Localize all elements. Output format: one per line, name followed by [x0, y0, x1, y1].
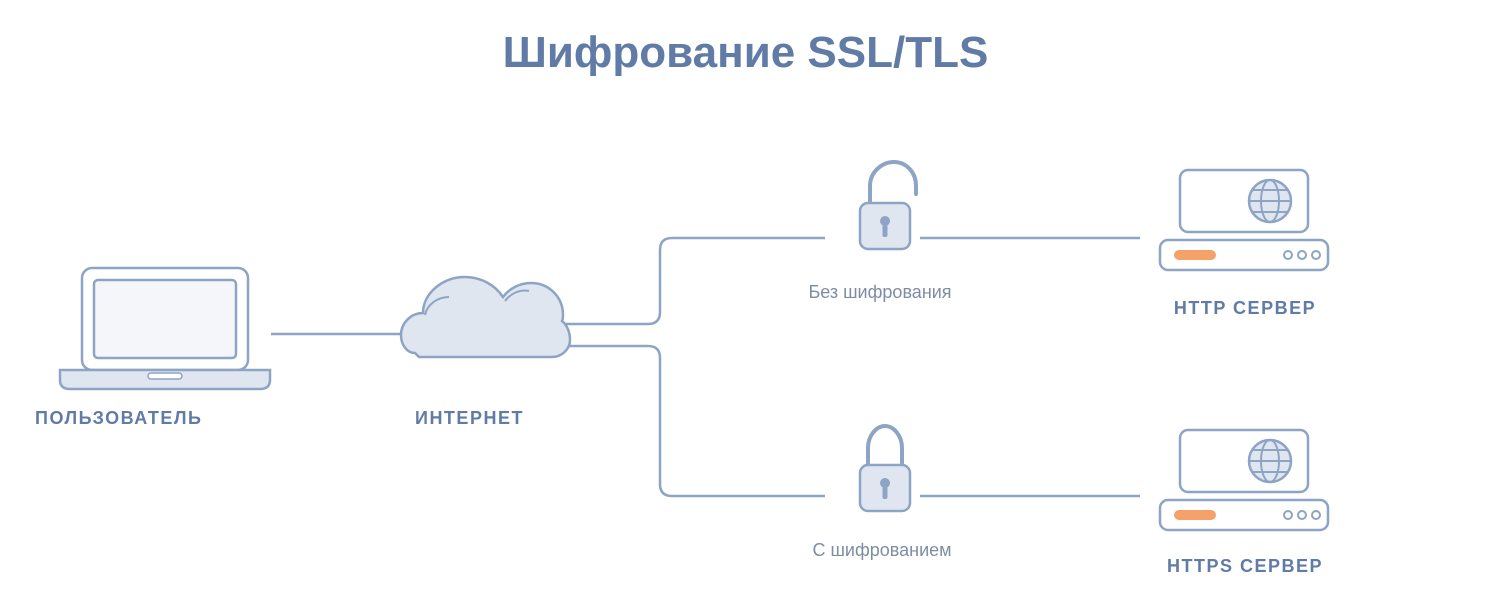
lock-icon	[850, 426, 920, 532]
unlock-icon	[850, 162, 920, 270]
https-server-label: HTTPS СЕРВЕР	[1125, 556, 1365, 577]
internet-label: ИНТЕРНЕТ	[415, 408, 615, 429]
user-label: ПОЛЬЗОВАТЕЛЬ	[35, 408, 295, 429]
laptop-icon	[60, 268, 270, 389]
http-server-label: HTTP СЕРВЕР	[1130, 298, 1360, 319]
line-branch-top-left	[600, 238, 825, 324]
server-https-icon	[1160, 430, 1328, 530]
server-http-icon	[1160, 170, 1328, 270]
line-branch-bot-left	[600, 346, 825, 496]
cloud-icon	[401, 277, 570, 357]
no-encryption-label: Без шифрования	[780, 282, 980, 303]
with-encryption-label: С шифрованием	[782, 540, 982, 561]
